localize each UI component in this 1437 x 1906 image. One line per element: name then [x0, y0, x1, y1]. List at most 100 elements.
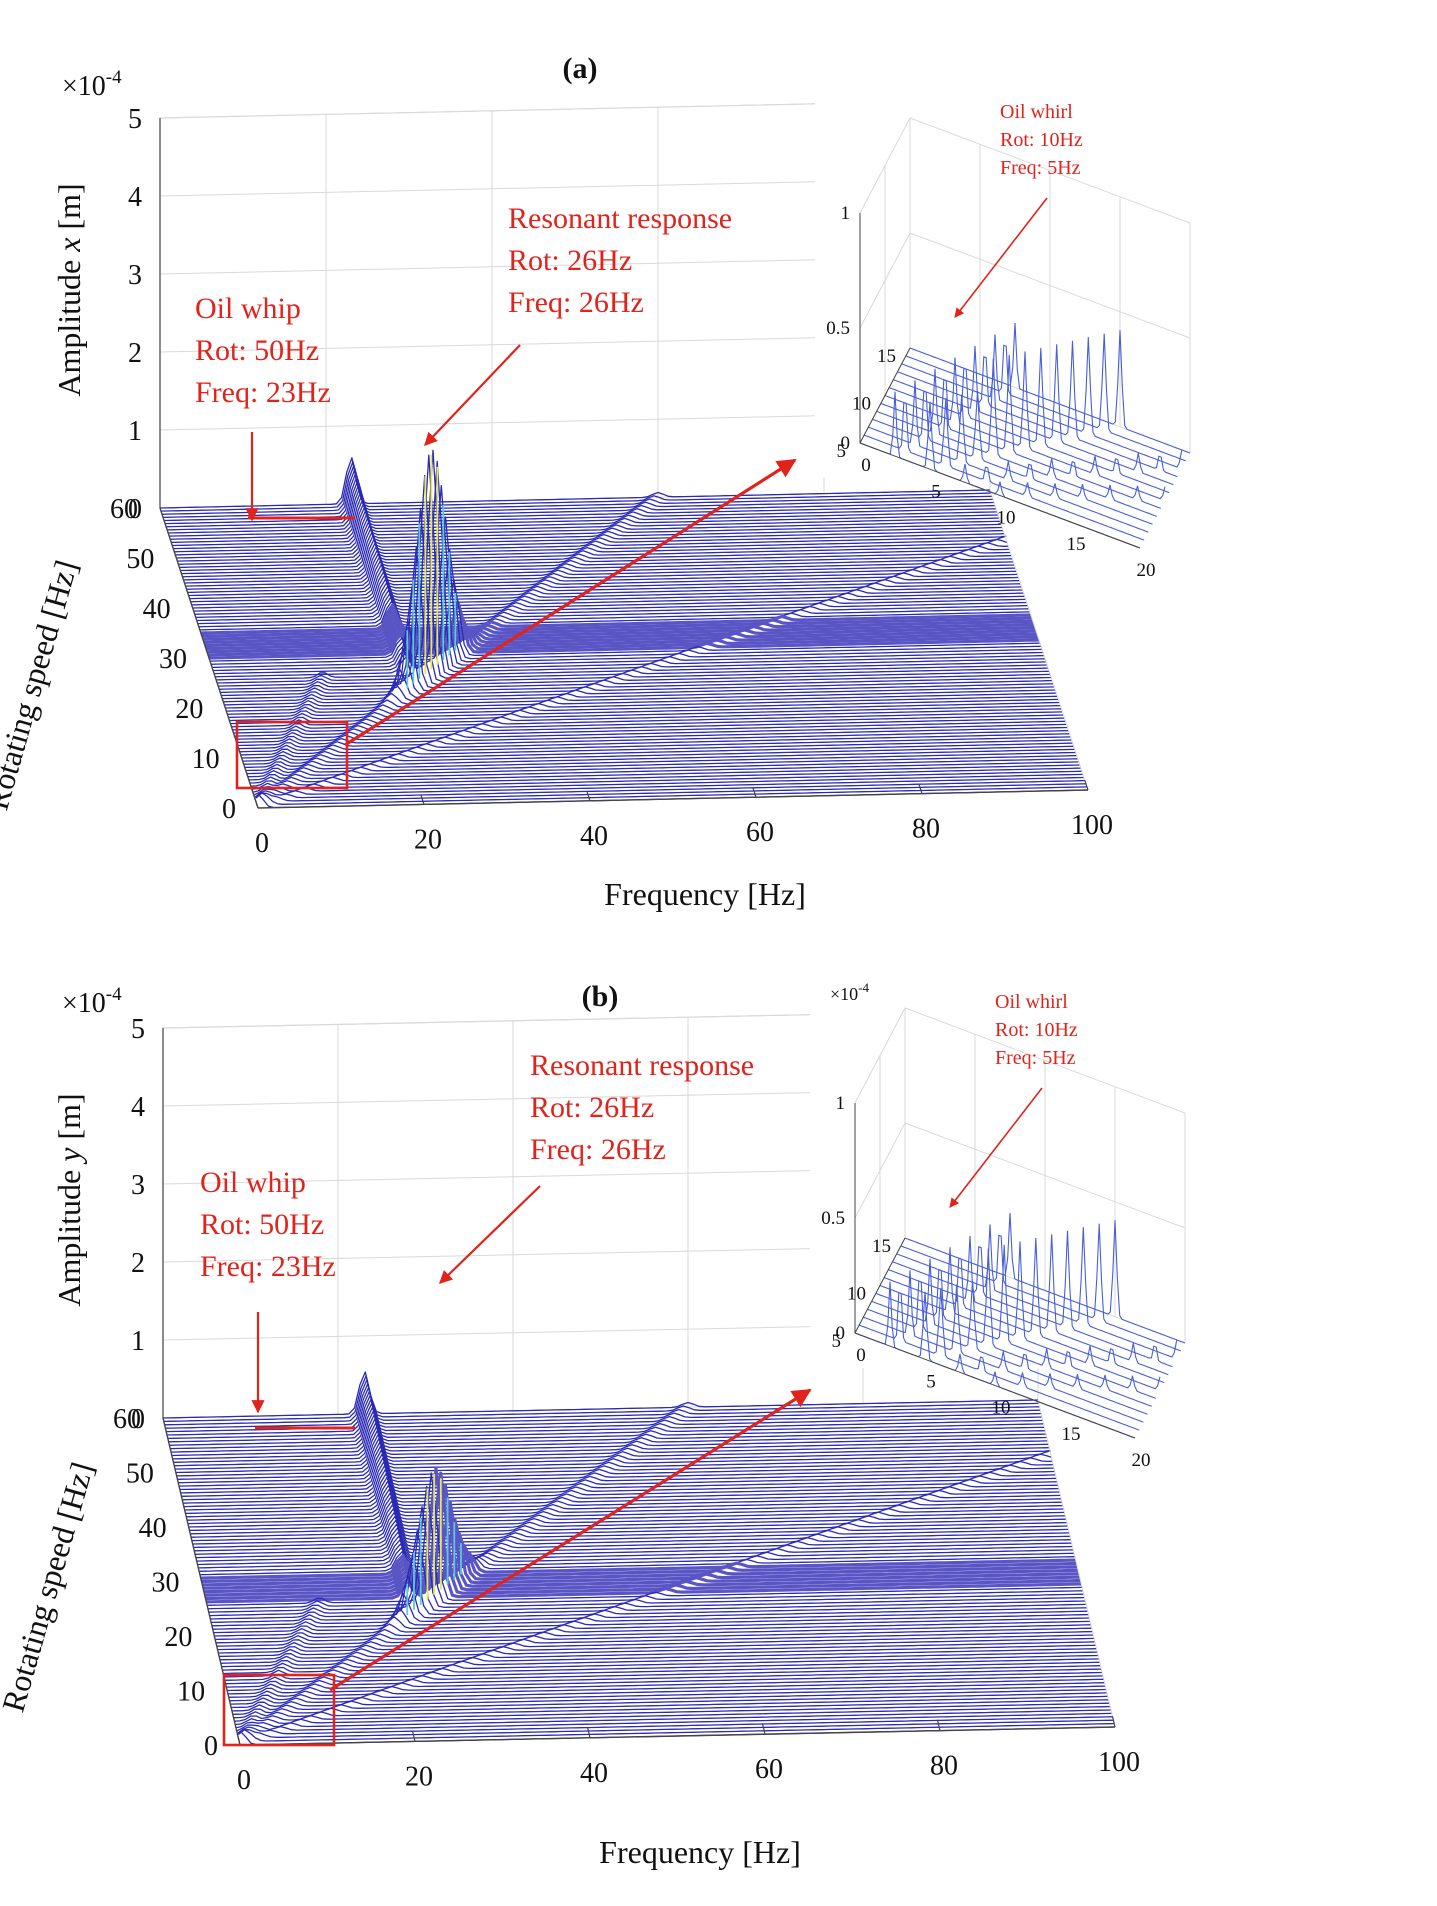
x-tick	[420, 794, 425, 805]
trace-line	[165, 475, 996, 525]
panel-title: (b)	[582, 980, 619, 1013]
y-tick-label: 60	[110, 494, 138, 525]
y-tick-label: 20	[164, 1622, 192, 1653]
trace-line	[188, 560, 1019, 597]
y-tick-label: 0	[204, 1731, 218, 1762]
right-edge-line	[989, 489, 1089, 791]
trace-line	[223, 668, 1054, 703]
x-tick-label: 60	[755, 1754, 783, 1785]
trace-line	[222, 647, 1053, 700]
resonance-peak-highlight	[406, 1473, 462, 1615]
trace-line	[179, 1453, 1055, 1491]
oil-whirl-annotation-line: Oil whirl	[995, 991, 1068, 1013]
oil-whirl-annotation-line: Rot: 10Hz	[995, 1019, 1078, 1041]
x-tick	[1084, 779, 1089, 791]
x-tick-label: 40	[580, 821, 608, 852]
inset-trace-line	[901, 334, 1183, 468]
trace-line	[218, 507, 1049, 687]
trace-line	[196, 589, 1027, 622]
trace-line	[209, 578, 1041, 662]
trace-line	[176, 515, 1007, 559]
y-tick-label: 50	[126, 1459, 154, 1490]
inset-x-tick-label: 15	[1067, 534, 1086, 555]
x-tick	[761, 1723, 766, 1735]
inset-trace-line	[900, 1223, 1182, 1352]
trace-line	[185, 1480, 1061, 1515]
trace-line	[178, 523, 1009, 565]
inset-trace-line	[863, 1270, 1144, 1423]
trace-line	[161, 464, 993, 515]
trace-line	[219, 1637, 1095, 1658]
trace-line	[207, 616, 1039, 657]
trace-line	[234, 717, 1065, 737]
trace-line	[239, 733, 1070, 753]
x-tick	[1111, 1715, 1116, 1728]
trace-line	[193, 578, 1024, 612]
z-tick-labels: 0 1 2 3 4 5	[128, 104, 142, 525]
trace-line	[208, 600, 1040, 660]
inset-x-tick-label: 10	[997, 508, 1016, 529]
trace-line	[240, 736, 1071, 756]
trace-line	[194, 1523, 1070, 1552]
trace-line	[174, 1426, 1050, 1467]
trace-line	[210, 549, 1042, 665]
trace-line	[193, 1519, 1069, 1549]
trace-line	[160, 460, 992, 512]
x-tick	[918, 783, 923, 794]
trace-line	[177, 519, 1008, 562]
x-tick	[236, 1733, 241, 1746]
x-tick	[586, 1726, 591, 1738]
inset-x-tick-labels: 0 5 10 15 20	[861, 455, 1155, 581]
trace-line	[212, 1606, 1088, 1630]
x-tick	[254, 797, 259, 809]
trace-line	[183, 1472, 1059, 1508]
oil-whirl-arrow	[954, 197, 1048, 318]
trace-line	[251, 770, 1082, 790]
exponent-label: ×10-4	[62, 67, 122, 102]
trace-line	[188, 1496, 1064, 1528]
trace-line	[170, 1406, 1046, 1450]
z-tick-label: 3	[131, 1170, 145, 1201]
z-tick-label: 1	[128, 416, 142, 447]
y-tick-label: 50	[126, 544, 154, 575]
inset-traces	[854, 1212, 1186, 1439]
trace-line	[218, 1634, 1094, 1654]
trace-line	[174, 508, 1005, 553]
inset-exponent-power: -4	[858, 980, 869, 995]
trace-line	[232, 711, 1063, 731]
trace-line	[215, 449, 1046, 678]
inset-background	[815, 98, 1270, 478]
trace-line	[244, 748, 1075, 769]
inset-x-tick-label: 20	[1132, 1450, 1151, 1471]
trace-line	[159, 457, 991, 509]
z-tick-label: 4	[128, 182, 142, 213]
trace-line	[180, 530, 1011, 572]
inset-x-tick-label: 0	[861, 455, 871, 476]
z-tick-label: 2	[131, 1248, 145, 1279]
z-axis-label: Amplitude x [m]	[51, 183, 87, 396]
trace-line	[190, 1504, 1066, 1535]
exponent-power: -4	[106, 984, 122, 1005]
inset-walls	[859, 117, 1191, 454]
trace-line	[163, 468, 994, 519]
trace-line	[215, 1620, 1091, 1641]
x-axis-label: Frequency [Hz]	[599, 1834, 801, 1870]
y-tick-label: 40	[139, 1513, 167, 1544]
trace-line	[162, 1371, 1039, 1419]
trace-line	[207, 1485, 1083, 1610]
trace-line	[233, 1699, 1109, 1719]
z-axis-label-post: [m]	[51, 1093, 87, 1147]
inset-trace-line	[871, 1248, 1152, 1407]
trace-line	[226, 1668, 1102, 1688]
trace-line	[172, 1418, 1048, 1460]
trace-line	[252, 773, 1083, 793]
inset-z-tick-label: 0.5	[821, 1208, 845, 1229]
trace-line	[246, 754, 1077, 775]
trace-line	[224, 682, 1055, 706]
inset-x-tick-label: 5	[931, 481, 941, 502]
inset-background	[810, 988, 1265, 1368]
inset-trace-line	[876, 358, 1157, 517]
trace-line	[179, 526, 1010, 569]
